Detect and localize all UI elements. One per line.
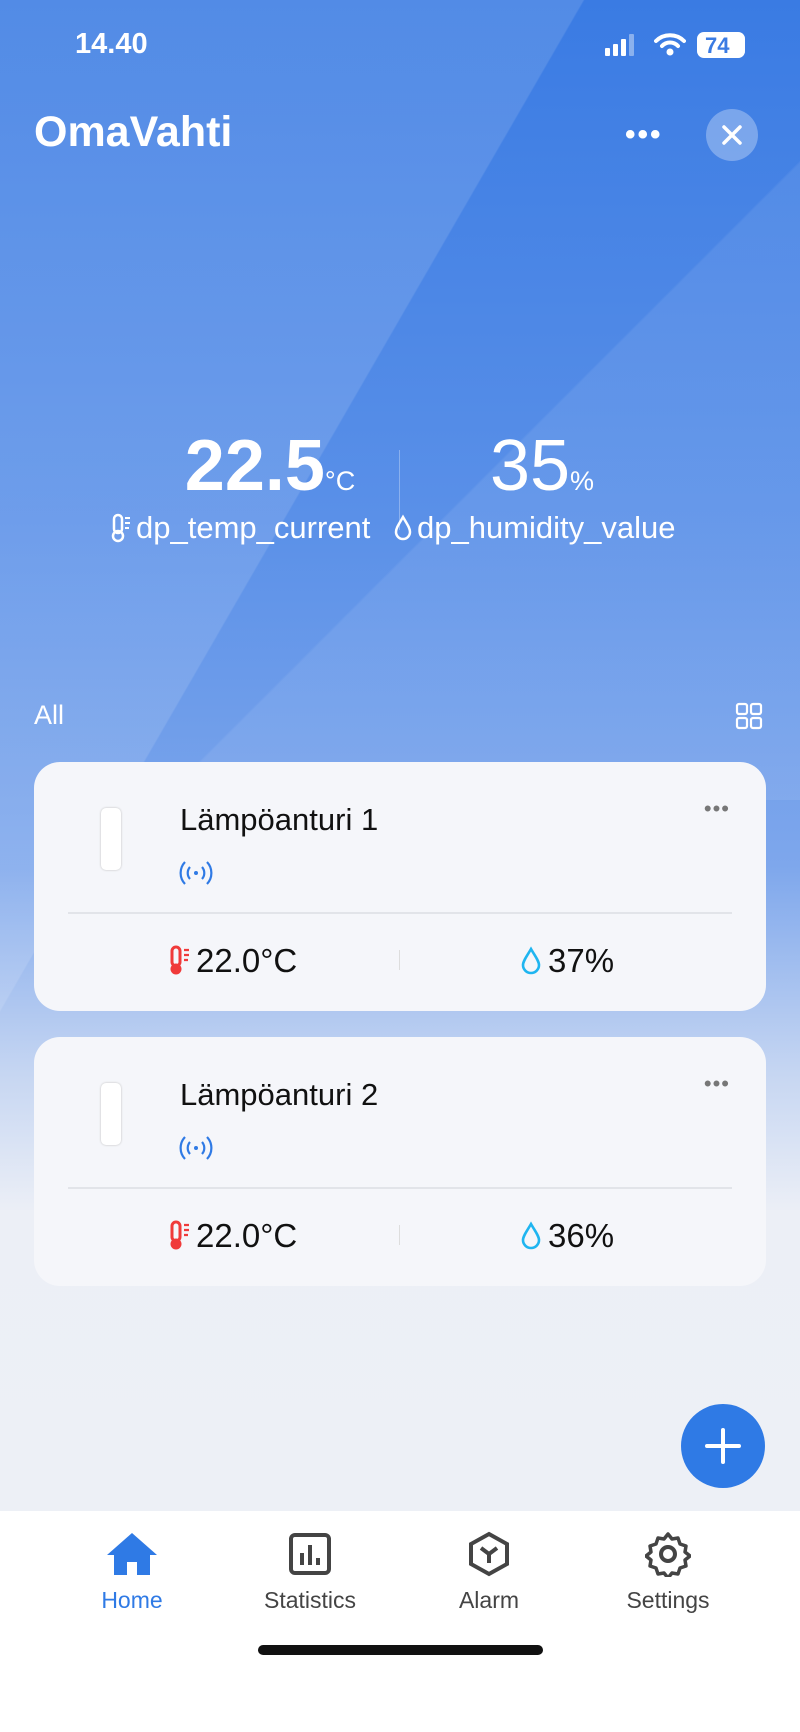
humidity-value: 36%	[548, 1217, 615, 1254]
temperature-label: dp_temp_current	[110, 510, 370, 546]
device-more-button[interactable]: •••	[703, 796, 730, 821]
home-indicator	[258, 1645, 543, 1655]
device-name: Lämpöanturi 2	[180, 1077, 379, 1112]
signal-icon	[605, 34, 639, 61]
room-filter-all[interactable]: All	[34, 700, 65, 730]
device-humidity: 37%	[520, 942, 614, 980]
close-icon	[722, 125, 742, 145]
divider	[399, 450, 400, 530]
add-device-button[interactable]	[681, 1404, 765, 1488]
tab-label: Home	[101, 1587, 163, 1613]
wireless-signal-icon	[179, 861, 213, 885]
device-temperature: 22.0°C	[168, 942, 297, 980]
humidity-unit: %	[570, 466, 595, 496]
battery-level: 74	[705, 33, 730, 58]
divider	[68, 1187, 732, 1189]
thermometer-icon	[170, 945, 189, 975]
tab-statistics[interactable]: Statistics	[240, 1531, 380, 1614]
temperature-value: 22.0°C	[196, 1217, 298, 1254]
thermometer-icon	[111, 513, 130, 543]
humidity-label-text: dp_humidity_value	[417, 510, 676, 545]
temperature-value: 22.0°C	[196, 942, 298, 979]
grid-icon	[735, 702, 763, 730]
tab-label: Statistics	[263, 1587, 357, 1613]
temperature-unit: °C	[324, 466, 356, 496]
battery-icon: 74	[697, 32, 745, 58]
status-time: 14.40	[75, 28, 148, 60]
alarm-icon	[469, 1531, 509, 1577]
device-more-button[interactable]: •••	[703, 1071, 730, 1096]
wireless-signal-icon	[179, 1136, 213, 1160]
humidity-summary: 35%	[392, 425, 692, 507]
temperature-label-text: dp_temp_current	[136, 510, 371, 545]
tab-bar: Home Statistics Alarm Settings	[0, 1511, 800, 1732]
tab-settings[interactable]: Settings	[598, 1531, 738, 1614]
plus-icon	[705, 1428, 741, 1464]
device-card[interactable]: Lämpöanturi 2 ••• 22.0°C 36%	[34, 1037, 766, 1286]
humidity-value: 35	[489, 426, 571, 506]
app-title: OmaVahti	[34, 108, 233, 156]
tab-label: Alarm	[458, 1587, 520, 1613]
thermometer-icon	[170, 1220, 189, 1250]
tab-label: Settings	[626, 1587, 710, 1613]
statistics-icon	[289, 1533, 331, 1575]
more-button[interactable]: •••	[625, 118, 663, 151]
tab-alarm[interactable]: Alarm	[419, 1531, 559, 1614]
device-temperature: 22.0°C	[168, 1217, 297, 1255]
water-drop-icon	[521, 1221, 541, 1250]
humidity-value: 37%	[548, 942, 615, 979]
device-name: Lämpöanturi 1	[180, 802, 379, 837]
device-card[interactable]: Lämpöanturi 1 ••• 22.0°C 37%	[34, 762, 766, 1011]
device-image	[101, 808, 121, 870]
grid-view-button[interactable]	[735, 702, 763, 735]
tab-home[interactable]: Home	[62, 1531, 202, 1614]
divider	[399, 1225, 400, 1245]
divider	[399, 950, 400, 970]
temperature-summary: 22.5°C	[110, 425, 430, 507]
water-drop-icon	[394, 514, 412, 541]
device-humidity: 36%	[520, 1217, 614, 1255]
close-button[interactable]	[706, 109, 758, 161]
wifi-icon	[654, 32, 686, 61]
temperature-value: 22.5	[184, 426, 325, 506]
divider	[68, 912, 732, 914]
humidity-label: dp_humidity_value	[393, 510, 676, 546]
home-icon	[107, 1533, 157, 1575]
device-image	[101, 1083, 121, 1145]
gear-icon	[645, 1532, 691, 1577]
water-drop-icon	[521, 946, 541, 975]
